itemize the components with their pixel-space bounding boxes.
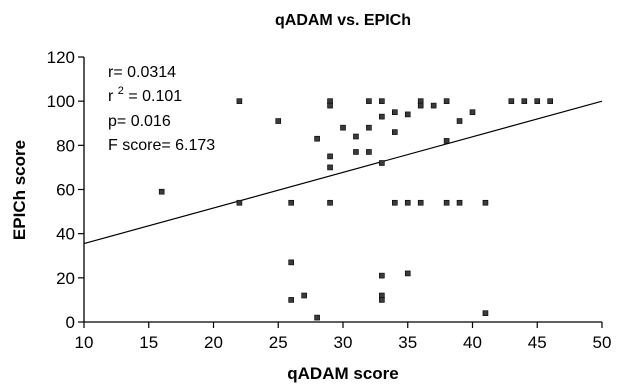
- data-point: [404, 270, 411, 277]
- x-axis-label: qADAM score: [287, 364, 398, 383]
- data-point: [327, 102, 333, 109]
- x-tick-label: 25: [269, 333, 288, 352]
- data-point: [288, 259, 295, 266]
- data-point: [236, 98, 243, 104]
- data-point: [158, 188, 165, 195]
- data-point: [456, 118, 463, 124]
- data-point: [391, 109, 398, 116]
- stat-r-squared-value: = 0.101: [128, 88, 182, 105]
- data-point: [443, 138, 450, 144]
- data-point: [314, 135, 320, 142]
- x-tick-label: 35: [398, 333, 417, 352]
- data-point: [366, 98, 372, 104]
- data-point: [417, 199, 424, 206]
- x-tick-label: 40: [463, 333, 482, 352]
- data-point: [443, 199, 450, 206]
- data-point: [366, 124, 372, 131]
- stat-p: p= 0.016: [108, 113, 171, 130]
- data-point: [443, 98, 450, 104]
- data-points: [158, 98, 554, 321]
- x-tick-label: 20: [204, 333, 223, 352]
- data-point: [482, 310, 489, 316]
- stat-r-squared-superscript: 2: [118, 85, 124, 97]
- data-point: [327, 164, 333, 171]
- axis-ticks: [78, 56, 603, 328]
- data-point: [288, 199, 295, 206]
- y-tick-label: 20: [56, 269, 75, 288]
- x-tick-label: 45: [528, 333, 547, 352]
- plot-area: 10 15 20 25 30 35 40 45 50 0 20 40 60 80 100 120: [47, 48, 612, 352]
- data-point: [379, 160, 385, 166]
- y-tick-label: 40: [56, 225, 75, 244]
- data-point: [301, 292, 307, 299]
- x-tick-label: 30: [334, 333, 353, 352]
- x-tick-label: 10: [75, 333, 94, 352]
- data-point: [340, 124, 346, 131]
- data-point: [482, 199, 489, 206]
- stat-r-squared: r 2 = 0.101: [108, 81, 182, 105]
- data-point: [288, 297, 295, 303]
- trend-line: [83, 100, 603, 245]
- y-tick-label: 80: [56, 136, 75, 155]
- data-point: [404, 199, 411, 206]
- data-point: [417, 102, 424, 109]
- stat-f-score: F score= 6.173: [108, 137, 215, 154]
- data-point: [379, 272, 385, 279]
- data-point: [404, 111, 411, 118]
- data-point: [275, 118, 282, 124]
- data-point: [547, 98, 554, 104]
- y-tick-label: 100: [47, 92, 75, 111]
- stat-r-squared-base: r: [108, 88, 114, 105]
- y-axis-label: EPICh score: [10, 140, 29, 240]
- data-point: [430, 102, 437, 109]
- data-point: [379, 98, 385, 104]
- chart-title: qADAM vs. EPICh: [275, 12, 411, 29]
- y-tick-label: 60: [56, 181, 75, 200]
- data-point: [391, 129, 398, 135]
- data-point: [469, 109, 476, 116]
- data-point: [327, 153, 333, 160]
- data-point: [521, 98, 528, 104]
- x-tick-label: 50: [593, 333, 612, 352]
- data-point: [327, 199, 333, 206]
- data-point: [456, 199, 463, 206]
- data-point: [391, 199, 398, 206]
- stat-r: r= 0.0314: [108, 64, 176, 81]
- data-point: [508, 98, 515, 104]
- y-tick-label: 0: [66, 313, 75, 332]
- data-point: [353, 149, 359, 155]
- data-point: [379, 297, 385, 303]
- x-tick-label: 15: [139, 333, 158, 352]
- data-point: [366, 149, 372, 155]
- stats-annotation: r= 0.0314 r 2 = 0.101 p= 0.016 F score= …: [108, 64, 215, 154]
- data-point: [534, 98, 541, 104]
- data-point: [353, 133, 359, 140]
- axis-tick-labels: 10 15 20 25 30 35 40 45 50 0 20 40 60 80 100 120: [47, 48, 612, 352]
- y-tick-label: 120: [47, 48, 75, 67]
- data-point: [236, 199, 243, 206]
- data-point: [379, 113, 385, 120]
- data-point: [314, 314, 320, 321]
